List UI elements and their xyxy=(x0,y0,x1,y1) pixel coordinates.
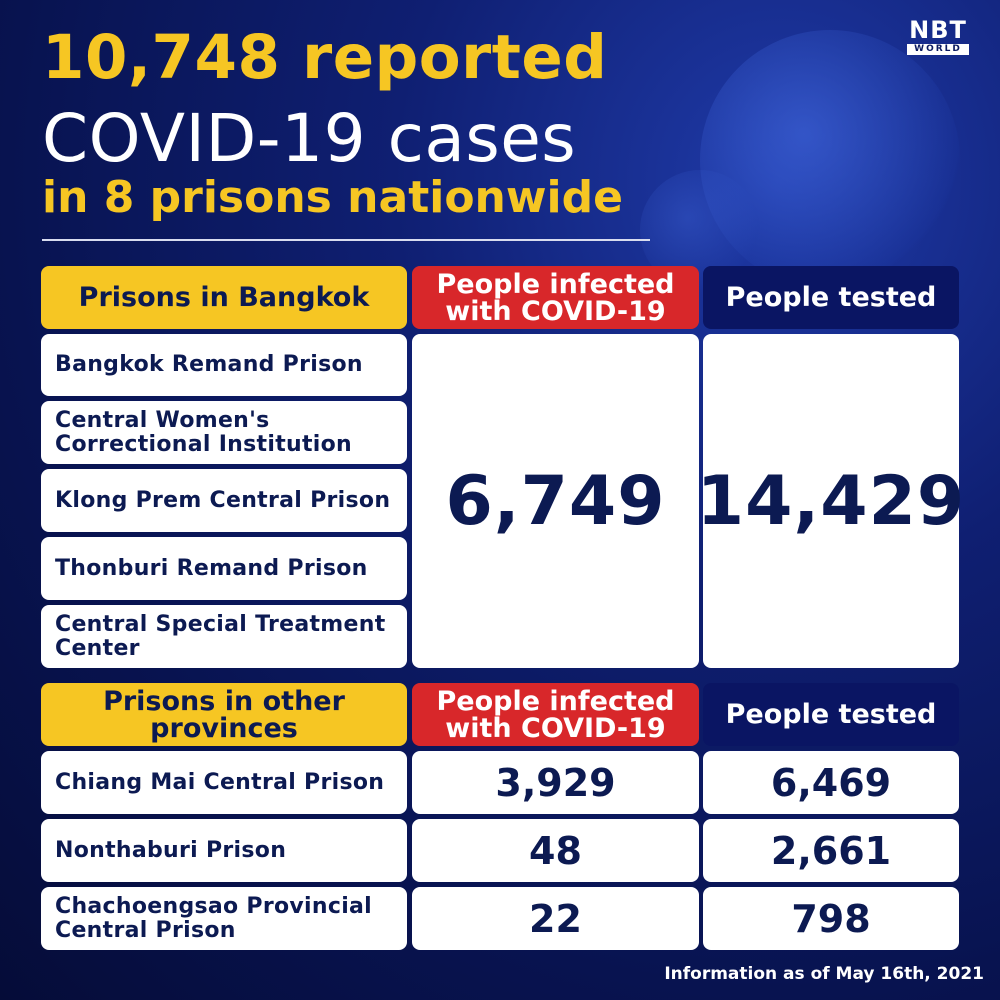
province-tested-value: 2,661 xyxy=(703,819,959,882)
province-infected-value: 22 xyxy=(412,887,699,950)
headline-count: 10,748 reported xyxy=(42,22,608,93)
bangkok-prison-name: Thonburi Remand Prison xyxy=(41,537,407,600)
bangkok-prison-name: Klong Prem Central Prison xyxy=(41,469,407,532)
bangkok-prison-name: Central Special Treatment Center xyxy=(41,605,407,668)
headline-scope: in 8 prisons nationwide xyxy=(42,172,623,223)
province-tested-value: 798 xyxy=(703,887,959,950)
bangkok-prison-name: Bangkok Remand Prison xyxy=(41,334,407,396)
bangkok-tested-header: People tested xyxy=(703,266,959,329)
nbt-world-logo: NBT WORLD xyxy=(907,18,969,55)
bangkok-prison-name: Central Women's Correctional Institution xyxy=(41,401,407,464)
headline-subject: COVID-19 cases xyxy=(42,100,577,177)
provinces-infected-header: People infected with COVID-19 xyxy=(412,683,699,746)
bangkok-header: Prisons in Bangkok xyxy=(41,266,407,329)
province-tested-value: 6,469 xyxy=(703,751,959,814)
provinces-header: Prisons in other provinces xyxy=(41,683,407,746)
logo-main-text: NBT xyxy=(909,16,967,44)
province-prison-name: Chachoengsao Provincial Central Prison xyxy=(41,887,407,950)
province-infected-value: 3,929 xyxy=(412,751,699,814)
bangkok-infected-total: 6,749 xyxy=(412,334,699,668)
bangkok-tested-total: 14,429 xyxy=(697,334,964,668)
information-date: Information as of May 16th, 2021 xyxy=(664,964,984,984)
province-prison-name: Chiang Mai Central Prison xyxy=(41,751,407,814)
province-infected-value: 48 xyxy=(412,819,699,882)
province-prison-name: Nonthaburi Prison xyxy=(41,819,407,882)
virus-decoration xyxy=(700,30,960,290)
headline-divider xyxy=(42,239,650,241)
provinces-tested-header: People tested xyxy=(703,683,959,746)
logo-sub-text: WORLD xyxy=(907,44,969,55)
bangkok-infected-header: People infected with COVID-19 xyxy=(412,266,699,329)
